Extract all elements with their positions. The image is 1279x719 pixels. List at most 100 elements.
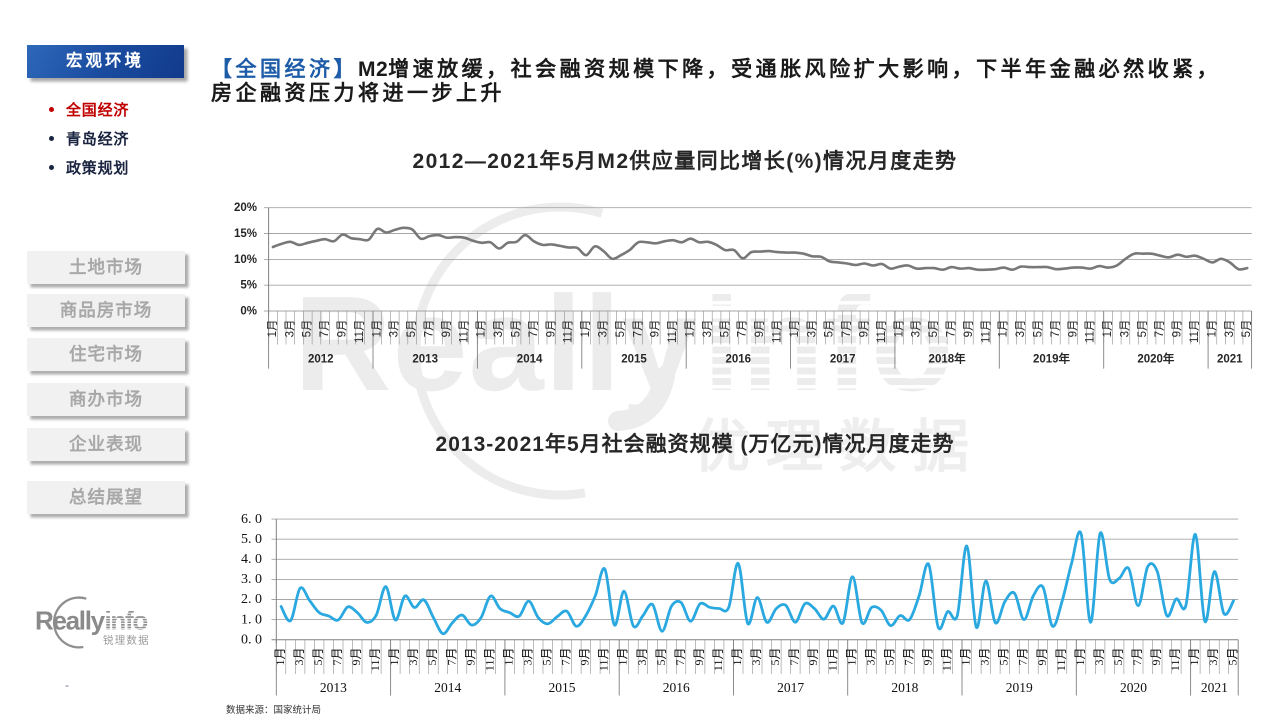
svg-text:5%: 5% <box>240 280 257 292</box>
svg-text:1月: 1月 <box>273 648 287 666</box>
svg-text:锐理数据: 锐理数据 <box>103 634 150 647</box>
svg-text:1月: 1月 <box>1187 648 1201 666</box>
svg-text:5月: 5月 <box>311 648 325 666</box>
svg-text:7月: 7月 <box>787 648 801 666</box>
svg-text:1. 0: 1. 0 <box>241 612 262 627</box>
svg-text:0%: 0% <box>240 306 257 318</box>
svg-text:3月: 3月 <box>1224 320 1236 338</box>
svg-text:11月: 11月 <box>980 320 992 343</box>
svg-text:3月: 3月 <box>863 648 877 666</box>
svg-text:11月: 11月 <box>563 320 575 343</box>
svg-text:9月: 9月 <box>349 648 363 666</box>
svg-text:0. 0: 0. 0 <box>241 632 262 647</box>
svg-text:3月: 3月 <box>911 320 923 338</box>
svg-text:Really: Really <box>35 606 106 636</box>
svg-text:3月: 3月 <box>1206 648 1220 666</box>
svg-text:11月: 11月 <box>825 648 839 672</box>
svg-text:11月: 11月 <box>772 320 784 343</box>
svg-text:7月: 7月 <box>673 648 687 666</box>
svg-text:3月: 3月 <box>749 648 763 666</box>
svg-text:5月: 5月 <box>425 648 439 666</box>
svg-text:9月: 9月 <box>963 320 975 338</box>
svg-text:9月: 9月 <box>754 320 766 338</box>
svg-text:1月: 1月 <box>789 320 801 338</box>
svg-text:7月: 7月 <box>946 320 958 338</box>
svg-text:5. 0: 5. 0 <box>241 532 262 547</box>
svg-text:2020: 2020 <box>1120 680 1147 695</box>
svg-text:3月: 3月 <box>292 648 306 666</box>
svg-text:5月: 5月 <box>539 648 553 666</box>
svg-text:11月: 11月 <box>368 648 382 672</box>
svg-text:9月: 9月 <box>806 648 820 666</box>
svg-text:11月: 11月 <box>1085 320 1097 343</box>
svg-text:2014: 2014 <box>517 354 543 366</box>
svg-text:4. 0: 4. 0 <box>241 552 262 567</box>
svg-text:11月: 11月 <box>711 648 725 672</box>
svg-text:5月: 5月 <box>997 648 1011 666</box>
svg-text:1月: 1月 <box>616 648 630 666</box>
svg-text:9月: 9月 <box>1149 648 1163 666</box>
svg-text:5月: 5月 <box>615 320 627 338</box>
svg-text:7月: 7月 <box>1154 320 1166 338</box>
svg-text:7月: 7月 <box>330 648 344 666</box>
svg-text:3月: 3月 <box>493 320 505 338</box>
svg-text:9月: 9月 <box>463 648 477 666</box>
svg-text:5月: 5月 <box>1033 320 1045 338</box>
svg-text:5月: 5月 <box>882 648 896 666</box>
svg-text:2021: 2021 <box>1217 354 1243 366</box>
svg-text:9月: 9月 <box>920 648 934 666</box>
svg-text:9月: 9月 <box>650 320 662 338</box>
svg-text:7月: 7月 <box>1130 648 1144 666</box>
svg-text:3月: 3月 <box>635 648 649 666</box>
svg-text:6. 0: 6. 0 <box>241 512 262 527</box>
svg-text:7月: 7月 <box>444 648 458 666</box>
svg-text:3月: 3月 <box>978 648 992 666</box>
svg-text:2018: 2018 <box>891 680 918 695</box>
svg-text:1月: 1月 <box>371 320 383 338</box>
svg-text:1月: 1月 <box>1073 648 1087 666</box>
svg-text:11月: 11月 <box>458 320 470 343</box>
svg-text:优理数据: 优理数据 <box>693 415 985 479</box>
svg-text:2019: 2019 <box>1006 680 1033 695</box>
svg-text:1月: 1月 <box>476 320 488 338</box>
svg-text:2013: 2013 <box>320 680 347 695</box>
svg-text:2014: 2014 <box>434 680 461 695</box>
svg-text:5月: 5月 <box>1137 320 1149 338</box>
svg-text:1月: 1月 <box>267 320 279 338</box>
svg-text:9月: 9月 <box>545 320 557 338</box>
svg-text:1月: 1月 <box>387 648 401 666</box>
svg-text:2020年: 2020年 <box>1137 352 1175 366</box>
svg-text:Really: Really <box>294 268 698 419</box>
svg-text:2018年: 2018年 <box>929 352 967 366</box>
svg-text:2017: 2017 <box>830 354 856 366</box>
svg-text:20%: 20% <box>234 202 257 214</box>
svg-text:7月: 7月 <box>901 648 915 666</box>
svg-text:11月: 11月 <box>939 648 953 672</box>
svg-text:9月: 9月 <box>337 320 349 338</box>
svg-text:5月: 5月 <box>824 320 836 338</box>
svg-text:5月: 5月 <box>1241 320 1253 338</box>
svg-text:2015: 2015 <box>549 680 576 695</box>
svg-text:5月: 5月 <box>406 320 418 338</box>
svg-text:7月: 7月 <box>559 648 573 666</box>
svg-text:11月: 11月 <box>482 648 496 672</box>
svg-text:7月: 7月 <box>424 320 436 338</box>
svg-text:5月: 5月 <box>928 320 940 338</box>
svg-text:7月: 7月 <box>737 320 749 338</box>
svg-text:7月: 7月 <box>1050 320 1062 338</box>
svg-text:3月: 3月 <box>284 320 296 338</box>
svg-text:2016: 2016 <box>726 354 752 366</box>
svg-text:11月: 11月 <box>667 320 679 343</box>
svg-text:1月: 1月 <box>893 320 905 338</box>
svg-text:3月: 3月 <box>1015 320 1027 338</box>
svg-text:1月: 1月 <box>959 648 973 666</box>
svg-text:2016: 2016 <box>663 680 690 695</box>
svg-text:5月: 5月 <box>654 648 668 666</box>
svg-text:info: info <box>703 268 954 419</box>
svg-text:9月: 9月 <box>692 648 706 666</box>
svg-text:5月: 5月 <box>1225 648 1239 666</box>
svg-text:1月: 1月 <box>1206 320 1218 338</box>
svg-text:7月: 7月 <box>1016 648 1030 666</box>
svg-text:11月: 11月 <box>1168 648 1182 672</box>
svg-text:3月: 3月 <box>1092 648 1106 666</box>
